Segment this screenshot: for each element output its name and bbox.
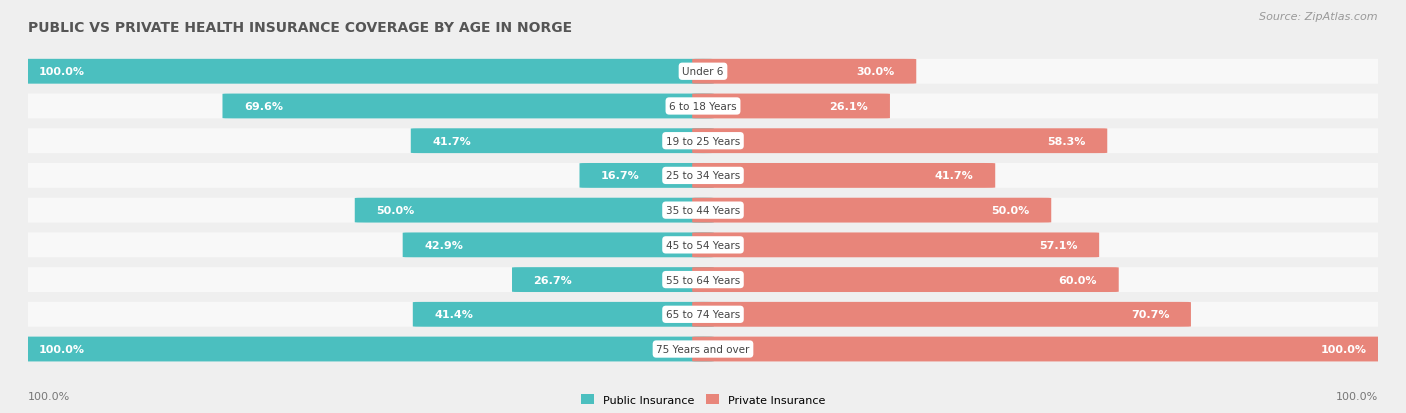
Text: 69.6%: 69.6% — [245, 102, 283, 112]
FancyBboxPatch shape — [17, 94, 1389, 119]
Text: Under 6: Under 6 — [682, 67, 724, 77]
FancyBboxPatch shape — [411, 129, 714, 154]
FancyBboxPatch shape — [692, 198, 1052, 223]
Text: 16.7%: 16.7% — [602, 171, 640, 181]
FancyBboxPatch shape — [512, 268, 714, 292]
FancyBboxPatch shape — [354, 198, 714, 223]
Text: 45 to 54 Years: 45 to 54 Years — [666, 240, 740, 250]
FancyBboxPatch shape — [692, 164, 995, 188]
Text: 75 Years and over: 75 Years and over — [657, 344, 749, 354]
Text: 60.0%: 60.0% — [1059, 275, 1097, 285]
Text: 26.1%: 26.1% — [830, 102, 869, 112]
Text: 100.0%: 100.0% — [1322, 344, 1367, 354]
FancyBboxPatch shape — [17, 268, 1389, 292]
Text: 26.7%: 26.7% — [534, 275, 572, 285]
FancyBboxPatch shape — [692, 302, 1191, 327]
Text: 70.7%: 70.7% — [1130, 310, 1170, 320]
FancyBboxPatch shape — [692, 94, 890, 119]
Text: Source: ZipAtlas.com: Source: ZipAtlas.com — [1260, 12, 1378, 22]
Text: 100.0%: 100.0% — [1336, 391, 1378, 401]
Text: 58.3%: 58.3% — [1047, 136, 1085, 146]
Text: 25 to 34 Years: 25 to 34 Years — [666, 171, 740, 181]
Text: 19 to 25 Years: 19 to 25 Years — [666, 136, 740, 146]
FancyBboxPatch shape — [692, 233, 1099, 258]
Text: 100.0%: 100.0% — [28, 391, 70, 401]
Text: 41.7%: 41.7% — [935, 171, 973, 181]
FancyBboxPatch shape — [222, 94, 714, 119]
Text: 100.0%: 100.0% — [39, 67, 84, 77]
FancyBboxPatch shape — [17, 198, 1389, 223]
Text: 55 to 64 Years: 55 to 64 Years — [666, 275, 740, 285]
Text: 41.4%: 41.4% — [434, 310, 474, 320]
FancyBboxPatch shape — [692, 268, 1119, 292]
FancyBboxPatch shape — [17, 337, 1389, 362]
FancyBboxPatch shape — [17, 164, 1389, 188]
Text: 6 to 18 Years: 6 to 18 Years — [669, 102, 737, 112]
FancyBboxPatch shape — [17, 59, 714, 85]
FancyBboxPatch shape — [17, 233, 1389, 258]
FancyBboxPatch shape — [402, 233, 714, 258]
FancyBboxPatch shape — [692, 337, 1389, 362]
Text: 35 to 44 Years: 35 to 44 Years — [666, 206, 740, 216]
Text: 41.7%: 41.7% — [433, 136, 471, 146]
Legend: Public Insurance, Private Insurance: Public Insurance, Private Insurance — [581, 394, 825, 405]
Text: 50.0%: 50.0% — [377, 206, 415, 216]
FancyBboxPatch shape — [17, 59, 1389, 85]
Text: 50.0%: 50.0% — [991, 206, 1029, 216]
Text: 42.9%: 42.9% — [425, 240, 463, 250]
FancyBboxPatch shape — [579, 164, 714, 188]
FancyBboxPatch shape — [692, 129, 1108, 154]
FancyBboxPatch shape — [413, 302, 714, 327]
Text: 100.0%: 100.0% — [39, 344, 84, 354]
Text: 30.0%: 30.0% — [856, 67, 894, 77]
FancyBboxPatch shape — [17, 129, 1389, 154]
Text: 57.1%: 57.1% — [1039, 240, 1077, 250]
Text: PUBLIC VS PRIVATE HEALTH INSURANCE COVERAGE BY AGE IN NORGE: PUBLIC VS PRIVATE HEALTH INSURANCE COVER… — [28, 21, 572, 35]
FancyBboxPatch shape — [692, 59, 917, 85]
FancyBboxPatch shape — [17, 337, 714, 362]
Text: 65 to 74 Years: 65 to 74 Years — [666, 310, 740, 320]
FancyBboxPatch shape — [17, 302, 1389, 327]
